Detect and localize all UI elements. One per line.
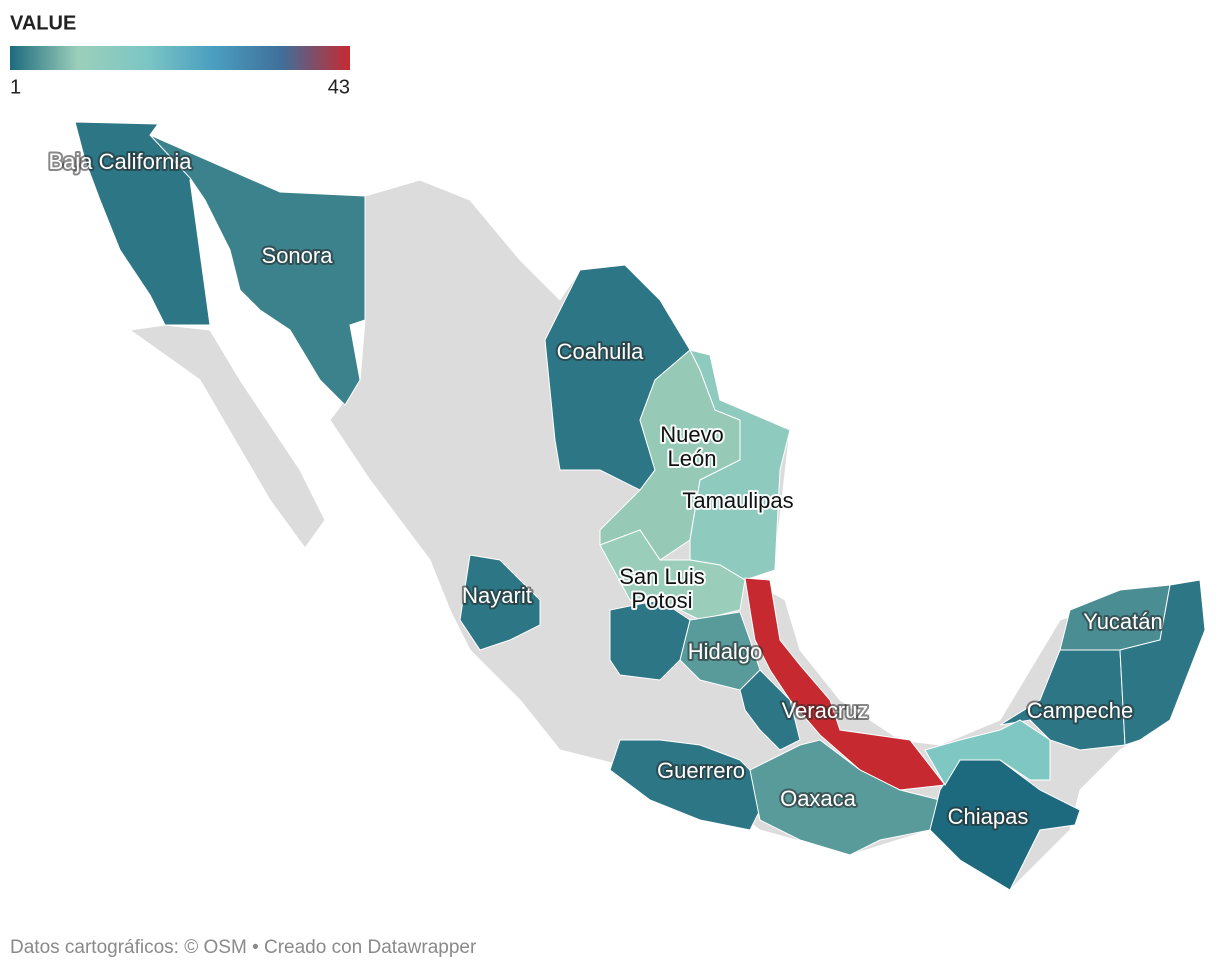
region-label: Yucatán [1083,609,1163,634]
region-label: San Luis Potosi [619,564,705,613]
region-label: Chiapas [948,804,1029,829]
footer: Datos cartográficos: © OSM • Creado con … [10,937,477,958]
region [74,121,211,326]
region-label: Campeche [1027,698,1133,723]
region-label: Veracruz [782,698,869,723]
legend-title: VALUE [10,12,76,34]
region-label: Oaxaca [780,786,857,811]
region-label: Hidalgo [688,639,763,664]
legend-max: 43 [328,76,350,98]
label-line: León [668,446,717,471]
region-label: Sonora [262,243,334,268]
region [1119,579,1206,746]
region-label: Baja California [48,149,192,174]
label-line: Potosi [631,588,692,613]
region [609,599,691,681]
land [128,324,326,549]
region-label: Nuevo León [660,422,724,471]
region [924,719,1051,786]
region-label: Tamaulipas [682,488,793,513]
labels: Baja California Sonora Coahuila Nuevo León Ta… [46,147,1164,831]
region [744,577,946,791]
legend-min: 1 [10,76,21,98]
label-line: San Luis [619,564,705,589]
region [459,554,541,651]
region-label: Nayarit [462,583,532,608]
region-label: Coahuila [557,339,645,364]
label-line: Nuevo [660,422,724,447]
legend-bar [10,46,350,70]
region [149,134,366,406]
region [739,669,801,751]
region-label: Guerrero [657,758,745,783]
regions [74,121,1206,891]
